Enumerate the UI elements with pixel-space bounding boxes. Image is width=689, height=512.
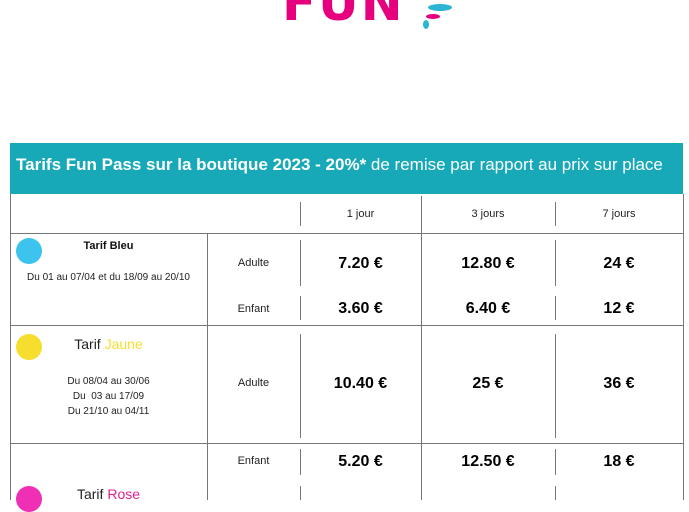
row-label-adulte: Adulte xyxy=(237,377,270,389)
column-header-1-jour: 1 jour xyxy=(346,208,375,220)
price-bleu-adulte-7j: 24 € xyxy=(603,255,635,272)
tariff-name-jaune: Tarif Jaune xyxy=(74,336,143,352)
price-bleu-enfant-3j: 6.40 € xyxy=(465,300,511,317)
price-jaune-enfant-1j: 5.20 € xyxy=(338,453,383,470)
tariff-name-rose: Tarif Rose xyxy=(76,486,141,502)
blue-dot-icon xyxy=(16,238,42,264)
price-bleu-enfant-7j: 12 € xyxy=(603,300,635,317)
price-bleu-adulte-3j: 12.80 € xyxy=(461,255,515,272)
row-label-enfant: Enfant xyxy=(237,455,270,467)
tariff-dates-bleu: Du 01 au 07/04 et du 18/09 au 20/10 xyxy=(27,272,190,283)
price-bleu-enfant-1j: 3.60 € xyxy=(338,300,383,317)
price-jaune-enfant-7j: 18 € xyxy=(603,453,635,470)
price-jaune-enfant-3j: 12.50 € xyxy=(461,453,515,470)
logo-splash-icon xyxy=(428,4,452,11)
price-bleu-adulte-1j: 7.20 € xyxy=(338,255,383,272)
price-jaune-adulte-7j: 36 € xyxy=(603,375,635,392)
column-header-7-jours: 7 jours xyxy=(602,208,636,220)
yellow-dot-icon xyxy=(16,334,42,360)
row-label-adulte: Adulte xyxy=(237,257,270,269)
column-header-3-jours: 3 jours xyxy=(471,208,505,220)
title-light: de remise par rapport au prix sur place xyxy=(366,155,663,174)
price-jaune-adulte-1j: 10.40 € xyxy=(333,375,388,392)
price-jaune-adulte-3j: 25 € xyxy=(472,375,504,392)
fun-logo: FUN xyxy=(282,0,405,32)
logo-splash-icon xyxy=(423,20,429,29)
title-bold: Tarifs Fun Pass sur la boutique 2023 - 2… xyxy=(16,155,367,174)
tariff-name-bleu: Tarif Bleu xyxy=(83,240,134,252)
logo-splash-icon xyxy=(426,14,440,19)
table-title-banner: Tarifs Fun Pass sur la boutique 2023 - 2… xyxy=(10,143,683,194)
row-label-enfant: Enfant xyxy=(237,303,270,315)
tariff-dates-jaune: Du 08/04 au 30/06 Du 03 au 17/09 Du 21/10 … xyxy=(67,376,150,417)
